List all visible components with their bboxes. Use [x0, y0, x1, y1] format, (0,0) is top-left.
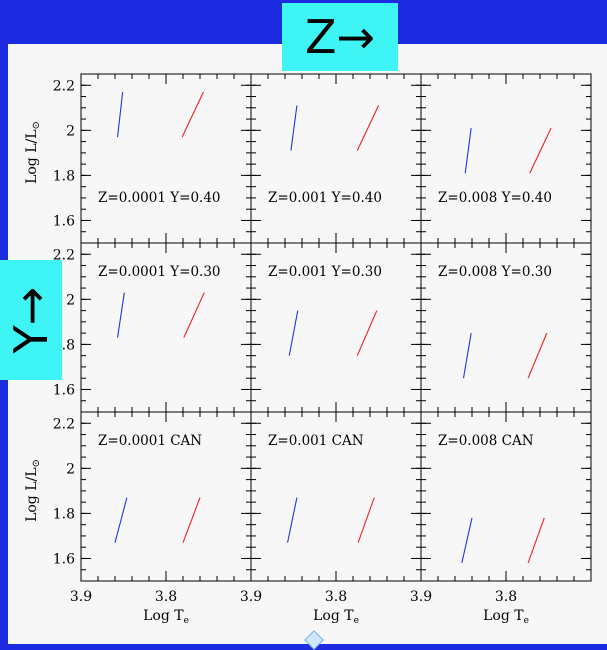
blue-track-line [290, 105, 298, 151]
y-tick-label: 2.2 [53, 247, 75, 263]
x-tick-label: 3.8 [155, 589, 177, 605]
y-tick-label: 2 [66, 461, 75, 477]
y-axis-label: Log L/L⊙ [24, 121, 42, 184]
y-tick-label: 1.8 [53, 506, 75, 522]
red-track-line [356, 310, 378, 356]
red-track-line [527, 332, 548, 379]
blue-track-line [464, 128, 472, 174]
red-track-line [183, 292, 205, 338]
y-tick-label: 2.2 [53, 416, 75, 432]
blue-track-line [114, 497, 128, 543]
x-tick-label: 3.9 [410, 589, 432, 605]
x-tick-label: 3.8 [495, 589, 517, 605]
panel-label: Z=0.008 Y=0.30 [438, 264, 552, 280]
red-track-line [527, 517, 545, 564]
blue-track-line [461, 517, 473, 564]
y-tick-label: 2 [66, 123, 75, 139]
panel-frame [250, 73, 422, 244]
blue-track-line [287, 497, 298, 543]
y-tick-label: 2 [66, 292, 75, 308]
x-axis-label: Log Te [143, 608, 189, 626]
panel-label: Z=0.0001 CAN [98, 433, 202, 449]
blue-track-line [117, 292, 125, 338]
y-arrow-tag: Y→ [0, 260, 62, 380]
y-tick-label: 1.6 [53, 382, 75, 398]
panel-frame [80, 73, 252, 244]
y-tick-label: 1.8 [53, 168, 75, 184]
x-axis-label: Log Te [313, 608, 359, 626]
y-tick-label: 1.6 [53, 213, 75, 229]
blue-track-line [288, 310, 299, 356]
blue-track-line [462, 333, 472, 379]
panel-label: Z=0.0001 Y=0.30 [98, 264, 221, 280]
panel-label: Z=0.008 CAN [438, 433, 534, 449]
y-axis-label: Log L/L⊙ [24, 459, 42, 522]
z-arrow-label: Z→ [282, 3, 398, 71]
x-tick-label: 3.9 [240, 589, 262, 605]
y-tick-label: 2.2 [53, 78, 75, 94]
red-track-line [356, 105, 379, 151]
y-arrow-label: Y→ [4, 286, 58, 354]
panel-label: Z=0.0001 Y=0.40 [98, 190, 221, 206]
red-track-line [181, 91, 204, 138]
y-tick-label: 1.6 [53, 551, 75, 567]
panel-label: Z=0.001 Y=0.30 [268, 264, 382, 280]
red-track-line [357, 497, 375, 543]
x-tick-label: 3.9 [70, 589, 92, 605]
panel-label: Z=0.008 Y=0.40 [438, 190, 552, 206]
panel-frame [420, 73, 592, 244]
x-axis-label: Log Te [483, 608, 529, 626]
chart-panel: Z=0.0001 Y=0.40 Z=0.001 Y=0.40 Z=0.008 Y=0… [8, 44, 607, 644]
panel-label: Z=0.001 Y=0.40 [268, 190, 382, 206]
red-track-line [529, 127, 552, 174]
panel-label: Z=0.001 CAN [268, 433, 364, 449]
hr-diagram-grid: Z=0.0001 Y=0.40 Z=0.001 Y=0.40 Z=0.008 Y=0… [24, 73, 592, 626]
red-track-line [182, 497, 201, 543]
blue-track-line [117, 91, 124, 138]
x-tick-label: 3.8 [325, 589, 347, 605]
